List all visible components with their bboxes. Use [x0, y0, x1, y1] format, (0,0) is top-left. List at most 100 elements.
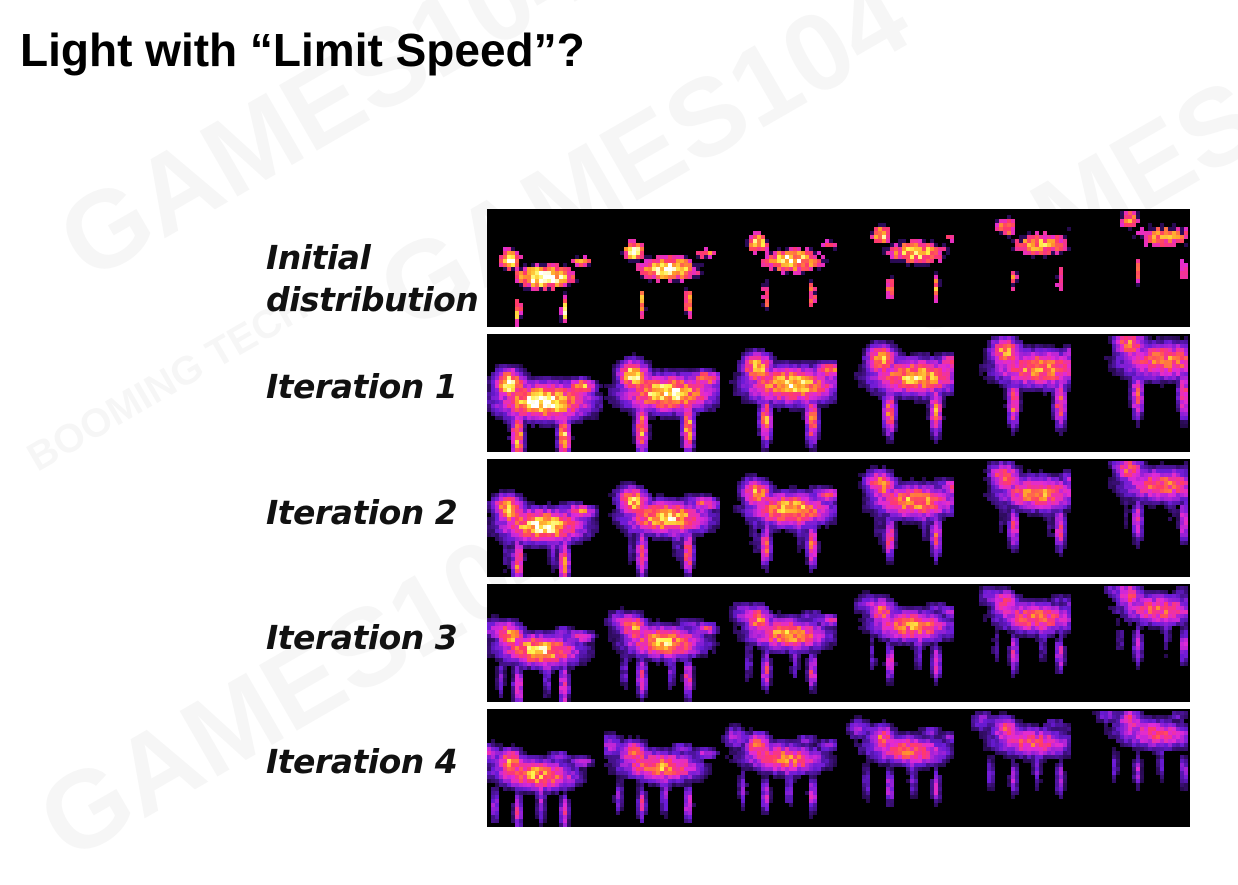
- heatmap-cell: [511, 505, 515, 509]
- heatmap-cell: [1019, 396, 1023, 400]
- heatmap-cell: [1116, 465, 1120, 469]
- heatmap-cell: [708, 380, 712, 384]
- heatmap-cell: [946, 392, 950, 396]
- heatmap-cell: [543, 287, 547, 291]
- heatmap-cell: [817, 545, 821, 549]
- heatmap-cell: [813, 376, 817, 380]
- heatmap-cell: [1160, 356, 1164, 360]
- heatmap-cell: [922, 392, 926, 396]
- heatmap-cell: [1031, 489, 1035, 493]
- heatmap-cell: [757, 360, 761, 364]
- heatmap-cell: [809, 267, 813, 271]
- heatmap-cell: [1027, 509, 1031, 513]
- heatmap-cell: [1124, 340, 1128, 344]
- heatmap-cell: [583, 259, 587, 263]
- heatmap-cell: [571, 404, 575, 408]
- heatmap-cell: [704, 501, 708, 505]
- heatmap-cell: [886, 348, 890, 352]
- heatmap-cell: [910, 251, 914, 255]
- heatmap-cell: [1180, 368, 1184, 372]
- heatmap-cell: [688, 412, 692, 416]
- heatmap-cell: [1144, 352, 1148, 356]
- heatmap-cell: [757, 376, 761, 380]
- heatmap-cell: [583, 509, 587, 513]
- heatmap-cell: [793, 517, 797, 521]
- heatmap-cell: [660, 271, 664, 275]
- heatmap-cell: [1015, 372, 1019, 376]
- heatmap-cell: [648, 392, 652, 396]
- heatmap-cell: [680, 444, 684, 448]
- heatmap-cell: [660, 493, 664, 497]
- heatmap-cell: [761, 448, 765, 452]
- heatmap-cell: [1007, 416, 1011, 420]
- heatmap-cell: [1180, 239, 1184, 243]
- heatmap-cell: [825, 388, 829, 392]
- heatmap-cell: [511, 565, 515, 569]
- heatmap-cell: [684, 529, 688, 533]
- heatmap-cell: [765, 259, 769, 263]
- heatmap-cell: [882, 420, 886, 424]
- heatmap-cell: [531, 509, 535, 513]
- heatmap-cell: [1172, 239, 1176, 243]
- heatmap-cell: [696, 388, 700, 392]
- heatmap-cell: [640, 360, 644, 364]
- heatmap-cell: [1055, 497, 1059, 501]
- heatmap-cell: [531, 420, 535, 424]
- heatmap-cell: [624, 513, 628, 517]
- heatmap-cell: [551, 565, 555, 569]
- heatmap-cell: [926, 408, 930, 412]
- heatmap-cell: [886, 549, 890, 553]
- heatmap-cell: [652, 537, 656, 541]
- heatmap-cell: [507, 565, 511, 569]
- heatmap-cell: [882, 416, 886, 420]
- heatmap-cell: [866, 485, 870, 489]
- heatmap-cell: [918, 259, 922, 263]
- heatmap-cell: [1124, 461, 1128, 465]
- heatmap-cell: [1172, 340, 1176, 344]
- heatmap-cell: [878, 501, 882, 505]
- heatmap-cell: [543, 420, 547, 424]
- heatmap-cell: [519, 537, 523, 541]
- heatmap-cell: [757, 493, 761, 497]
- heatmap-cell: [1172, 352, 1176, 356]
- heatmap-cell: [1132, 372, 1136, 376]
- heatmap-cell: [938, 372, 942, 376]
- heatmap-cell: [773, 376, 777, 380]
- heatmap-cell: [749, 473, 753, 477]
- heatmap-cell: [866, 368, 870, 372]
- heatmap-cell: [757, 509, 761, 513]
- heatmap-cell: [527, 372, 531, 376]
- heatmap-cell: [571, 259, 575, 263]
- heatmap-cell: [1112, 360, 1116, 364]
- heatmap-cell: [1011, 356, 1015, 360]
- heatmap-cell: [595, 517, 599, 521]
- heatmap-cell: [866, 493, 870, 497]
- heatmap-cell: [636, 424, 640, 428]
- heatmap-cell: [1043, 376, 1047, 380]
- heatmap-cell: [1180, 469, 1184, 473]
- heatmap-cell: [1059, 473, 1063, 477]
- heatmap-cell: [894, 477, 898, 481]
- heatmap-cell: [882, 368, 886, 372]
- heatmap-cell: [632, 428, 636, 432]
- heatmap-cell: [878, 239, 882, 243]
- heatmap-cell: [898, 497, 902, 501]
- heatmap-cell: [648, 368, 652, 372]
- heatmap-cell: [833, 501, 837, 505]
- heatmap-cell: [527, 279, 531, 283]
- heatmap-cell: [761, 537, 765, 541]
- heatmap-cell: [1059, 416, 1063, 420]
- heatmap-cell: [499, 533, 503, 537]
- heatmap-cell: [632, 424, 636, 428]
- heatmap-cell: [491, 529, 495, 533]
- heatmap-cell: [914, 392, 918, 396]
- heatmap-cell: [862, 501, 866, 505]
- heatmap-cell: [636, 380, 640, 384]
- heatmap-cell: [918, 505, 922, 509]
- heatmap-cell: [765, 521, 769, 525]
- heatmap-cell: [547, 267, 551, 271]
- heatmap-cell: [934, 271, 938, 275]
- heatmap-cell: [1023, 501, 1027, 505]
- heatmap-cell: [950, 376, 954, 380]
- heatmap-cell: [696, 380, 700, 384]
